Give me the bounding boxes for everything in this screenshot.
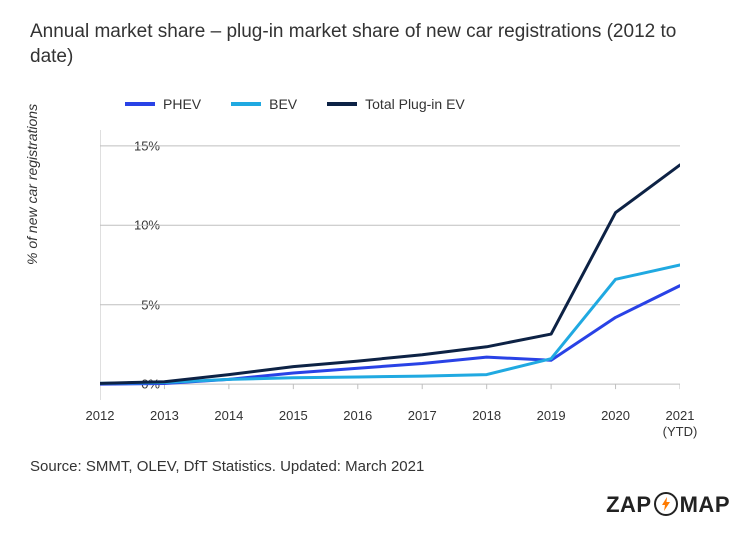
source-text: Source: SMMT, OLEV, DfT Statistics. Upda… [30, 458, 424, 475]
zapmap-logo: ZAP MAP [606, 492, 730, 518]
chart-title: Annual market share – plug-in market sha… [30, 20, 690, 69]
x-tick-label: 2014 [199, 408, 259, 424]
legend-swatch-bev [231, 102, 261, 106]
legend-label: PHEV [163, 96, 201, 112]
logo-text-left: ZAP [606, 492, 652, 518]
legend-label: BEV [269, 96, 297, 112]
x-tick-label: 2019 [521, 408, 581, 424]
x-tick-label: 2018 [457, 408, 517, 424]
x-tick-label: 2012 [70, 408, 130, 424]
bolt-icon [654, 492, 678, 516]
x-tick-label: 2016 [328, 408, 388, 424]
legend-item-total: Total Plug-in EV [327, 96, 465, 112]
legend-item-bev: BEV [231, 96, 297, 112]
x-tick-label: 2021(YTD) [650, 408, 710, 439]
x-tick-label: 2020 [586, 408, 646, 424]
chart-container: Annual market share – plug-in market sha… [0, 0, 755, 536]
x-tick-label: 2013 [134, 408, 194, 424]
legend-item-phev: PHEV [125, 96, 201, 112]
legend: PHEV BEV Total Plug-in EV [125, 96, 465, 112]
legend-swatch-phev [125, 102, 155, 106]
legend-swatch-total [327, 102, 357, 106]
y-axis-label: % of new car registrations [24, 104, 40, 265]
logo-text-right: MAP [680, 492, 730, 518]
line-chart [100, 130, 680, 400]
x-tick-label: 2015 [263, 408, 323, 424]
x-tick-label: 2017 [392, 408, 452, 424]
legend-label: Total Plug-in EV [365, 96, 465, 112]
